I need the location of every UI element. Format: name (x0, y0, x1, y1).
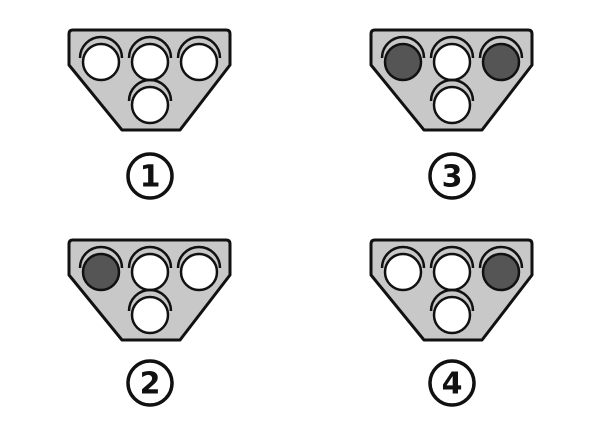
badge-circle (428, 359, 476, 407)
lamp-bottom (127, 288, 173, 335)
lamp-hood (478, 35, 524, 59)
lamp-right (478, 245, 524, 292)
lamp-hood (127, 245, 173, 269)
signal-panel-4 (369, 238, 534, 342)
lamp-bottom (429, 78, 475, 125)
lamp-hood (380, 35, 426, 59)
lamp-center (429, 245, 475, 292)
lamp-center (127, 35, 173, 82)
lamp-hood (429, 35, 475, 59)
lamp-hood (429, 288, 475, 312)
lamp-hood (127, 78, 173, 102)
signal-panel-2 (67, 238, 232, 342)
lamp-hood (380, 245, 426, 269)
lamp-right (176, 35, 222, 82)
lamp-lens-lit (81, 252, 121, 292)
signal-number-4: 4 (442, 367, 463, 402)
lamp-lens-unlit (432, 295, 472, 335)
lamp-lens-lit (481, 252, 521, 292)
lamp-left (78, 35, 124, 82)
lamp-hood (78, 245, 124, 269)
lamp-lens-lit (383, 42, 423, 82)
lamp-left (380, 245, 426, 292)
signal-number-badge-1: 1 (126, 152, 174, 200)
lamp-bottom (127, 78, 173, 125)
badge-circle (126, 359, 174, 407)
signal-number-badge-4: 4 (428, 359, 476, 407)
lamp-hood (127, 288, 173, 312)
lamp-hood (127, 35, 173, 59)
badge-circle (126, 152, 174, 200)
lamp-bottom (429, 288, 475, 335)
lamp-lens-unlit (130, 42, 170, 82)
lamp-left (78, 245, 124, 292)
lamp-hood (176, 245, 222, 269)
lamp-hood (429, 78, 475, 102)
badge-circle (428, 152, 476, 200)
lamp-right (176, 245, 222, 292)
signal-number-1: 1 (140, 160, 161, 195)
signal-panel-1 (67, 28, 232, 132)
lamp-lens-unlit (130, 252, 170, 292)
signal-number-badge-2: 2 (126, 359, 174, 407)
lamp-right (478, 35, 524, 82)
lamp-hood (78, 35, 124, 59)
signal-number-badge-3: 3 (428, 152, 476, 200)
signal-panel-3 (369, 28, 534, 132)
lamp-lens-unlit (81, 42, 121, 82)
lamp-lens-unlit (383, 252, 423, 292)
lamp-hood (429, 245, 475, 269)
lamp-lens-lit (481, 42, 521, 82)
lamp-lens-unlit (130, 85, 170, 125)
signal-number-3: 3 (442, 160, 463, 195)
lamp-lens-unlit (432, 85, 472, 125)
lamp-left (380, 35, 426, 82)
lamp-hood (176, 35, 222, 59)
lamp-hood (478, 245, 524, 269)
lamp-lens-unlit (179, 42, 219, 82)
lamp-lens-unlit (179, 252, 219, 292)
lamp-center (429, 35, 475, 82)
lamp-center (127, 245, 173, 292)
lamp-lens-unlit (432, 42, 472, 82)
signal-number-2: 2 (140, 367, 161, 402)
lamp-lens-unlit (130, 295, 170, 335)
lamp-lens-unlit (432, 252, 472, 292)
